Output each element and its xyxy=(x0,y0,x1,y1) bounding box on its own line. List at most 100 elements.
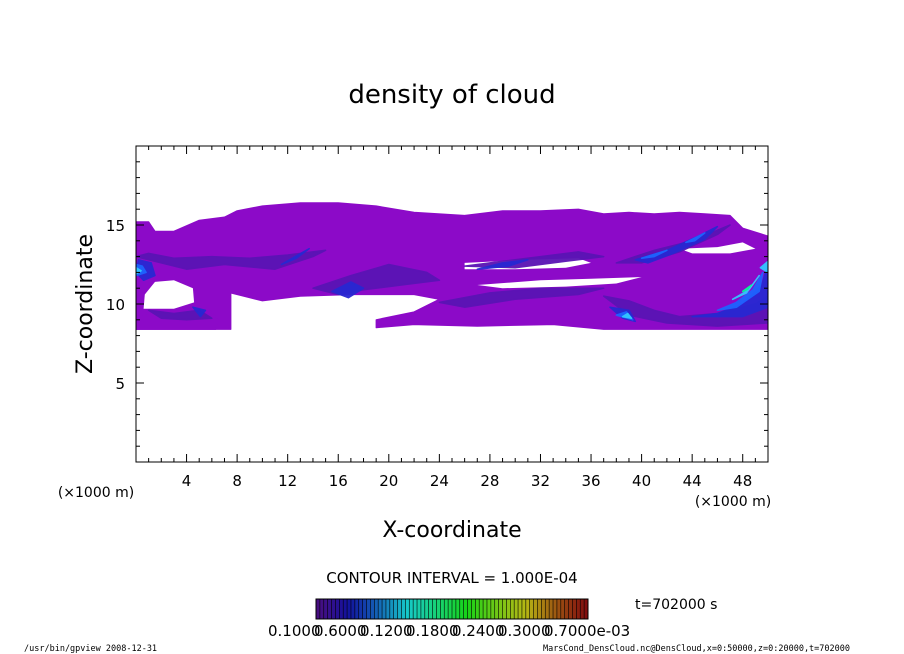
density-band xyxy=(640,249,668,259)
density-band xyxy=(192,306,207,318)
colorbar-cell xyxy=(533,599,538,619)
colorbar-label: 0.2400 xyxy=(452,622,505,640)
colorbar-cell xyxy=(420,599,426,619)
y-tick-labels: 5 10 15 xyxy=(106,217,125,393)
colorbar-cell xyxy=(568,599,573,619)
colorbar-cell xyxy=(471,599,476,619)
clear-gap xyxy=(679,242,756,254)
contour-interval: CONTOUR INTERVAL = 1.000E-04 xyxy=(326,569,577,587)
density-band xyxy=(759,260,768,274)
x-tick-label: 32 xyxy=(531,472,550,490)
x-tick-label: 20 xyxy=(379,472,398,490)
colorbar-cell xyxy=(560,599,565,619)
colorbar-cell xyxy=(541,599,546,619)
colorbar-cell xyxy=(382,599,387,619)
contour-fill xyxy=(136,202,768,330)
x-unit-left: (×1000 m) xyxy=(58,485,134,501)
colorbar-cell xyxy=(564,599,569,619)
colorbar-cell xyxy=(549,599,554,619)
colorbar-cell xyxy=(319,599,325,619)
clear-gap xyxy=(477,277,642,289)
colorbar-cell xyxy=(553,599,558,619)
colorbar-cell xyxy=(335,599,340,619)
colorbar-cell xyxy=(339,599,344,619)
colorbar-cell xyxy=(374,599,379,619)
density-band xyxy=(731,274,760,301)
colorbar-cell xyxy=(463,599,468,619)
colorbar-cell xyxy=(475,599,480,619)
density-band xyxy=(147,309,213,321)
colorbar-cell xyxy=(323,599,328,619)
colorbar-frame xyxy=(315,598,589,620)
colorbar-cell xyxy=(444,599,449,619)
colorbar-cell xyxy=(529,599,534,619)
colorbar-cell xyxy=(316,599,321,619)
colorbar-cell xyxy=(502,599,507,619)
colorbar-cell xyxy=(572,599,577,619)
colorbar-cell xyxy=(362,599,367,619)
colorbar-cell xyxy=(537,599,542,619)
density-band xyxy=(621,312,633,319)
colorbar-cell xyxy=(459,599,464,619)
colorbar-cell xyxy=(486,599,492,619)
colorbar-cell xyxy=(580,599,585,619)
colorbar-cell xyxy=(545,599,550,619)
y-tick-label: 5 xyxy=(115,375,125,393)
colorbar-cell xyxy=(343,599,348,619)
colorbar-cell xyxy=(455,599,461,619)
colorbar-cell xyxy=(350,599,356,619)
time-label: t=702000 s xyxy=(635,597,717,613)
y-axis-label: Z-coordinate xyxy=(73,234,98,374)
colorbar-cell xyxy=(378,599,383,619)
x-tick-label: 12 xyxy=(278,472,297,490)
colorbar-labels: 0.10000.60000.12000.18000.24000.30000.70… xyxy=(268,622,630,640)
colorbar-cell xyxy=(576,599,581,619)
colorbar-cell xyxy=(413,599,418,619)
x-tick-label: 16 xyxy=(329,472,348,490)
colorbar-cell xyxy=(584,599,589,619)
colorbar-cell xyxy=(428,599,433,619)
density-band xyxy=(136,249,327,270)
colorbar-cell xyxy=(347,599,352,619)
colorbar-cell xyxy=(366,599,371,619)
colorbar-cell xyxy=(358,599,363,619)
colorbar-cell xyxy=(385,599,391,619)
x-tick-label: 4 xyxy=(182,472,192,490)
colorbar-label: 0.7000e-03 xyxy=(544,622,630,640)
colorbar-cell xyxy=(467,599,472,619)
density-band xyxy=(438,287,605,308)
density-band xyxy=(476,259,529,270)
colorbar-cell xyxy=(417,599,422,619)
colorbar-cell xyxy=(494,599,499,619)
chart-title: density of cloud xyxy=(348,80,555,110)
density-band xyxy=(280,247,310,266)
colorbar-cell xyxy=(331,599,336,619)
colorbar-cell xyxy=(370,599,375,619)
colorbar-cell xyxy=(521,599,527,619)
colorbar-cell xyxy=(490,599,496,619)
footer-right: MarsCond_DensCloud.nc@DensCloud,x=0:5000… xyxy=(543,644,850,654)
colorbar-cell xyxy=(397,599,402,619)
cloud-region xyxy=(136,202,768,330)
x-unit-right: (×1000 m) xyxy=(695,494,771,510)
colorbar-label: 0.1000 xyxy=(268,622,321,640)
x-tick-label: 48 xyxy=(733,472,752,490)
colorbar-cell xyxy=(436,599,441,619)
colorbar-cell xyxy=(432,599,437,619)
colorbar-cell xyxy=(514,599,519,619)
density-band xyxy=(691,263,768,318)
colorbar-cell xyxy=(405,599,410,619)
colorbar-cell xyxy=(510,599,515,619)
colorbar-cell xyxy=(424,599,429,619)
colorbar-cell xyxy=(440,599,445,619)
colorbar-cell xyxy=(448,599,453,619)
density-band xyxy=(331,281,365,299)
colorbar-cell xyxy=(498,599,503,619)
colorbar-label: 0.1800 xyxy=(406,622,459,640)
colorbar-cell xyxy=(483,599,488,619)
y-tick-label: 10 xyxy=(106,296,125,314)
colorbar-cell xyxy=(525,599,531,619)
density-band xyxy=(716,271,764,312)
